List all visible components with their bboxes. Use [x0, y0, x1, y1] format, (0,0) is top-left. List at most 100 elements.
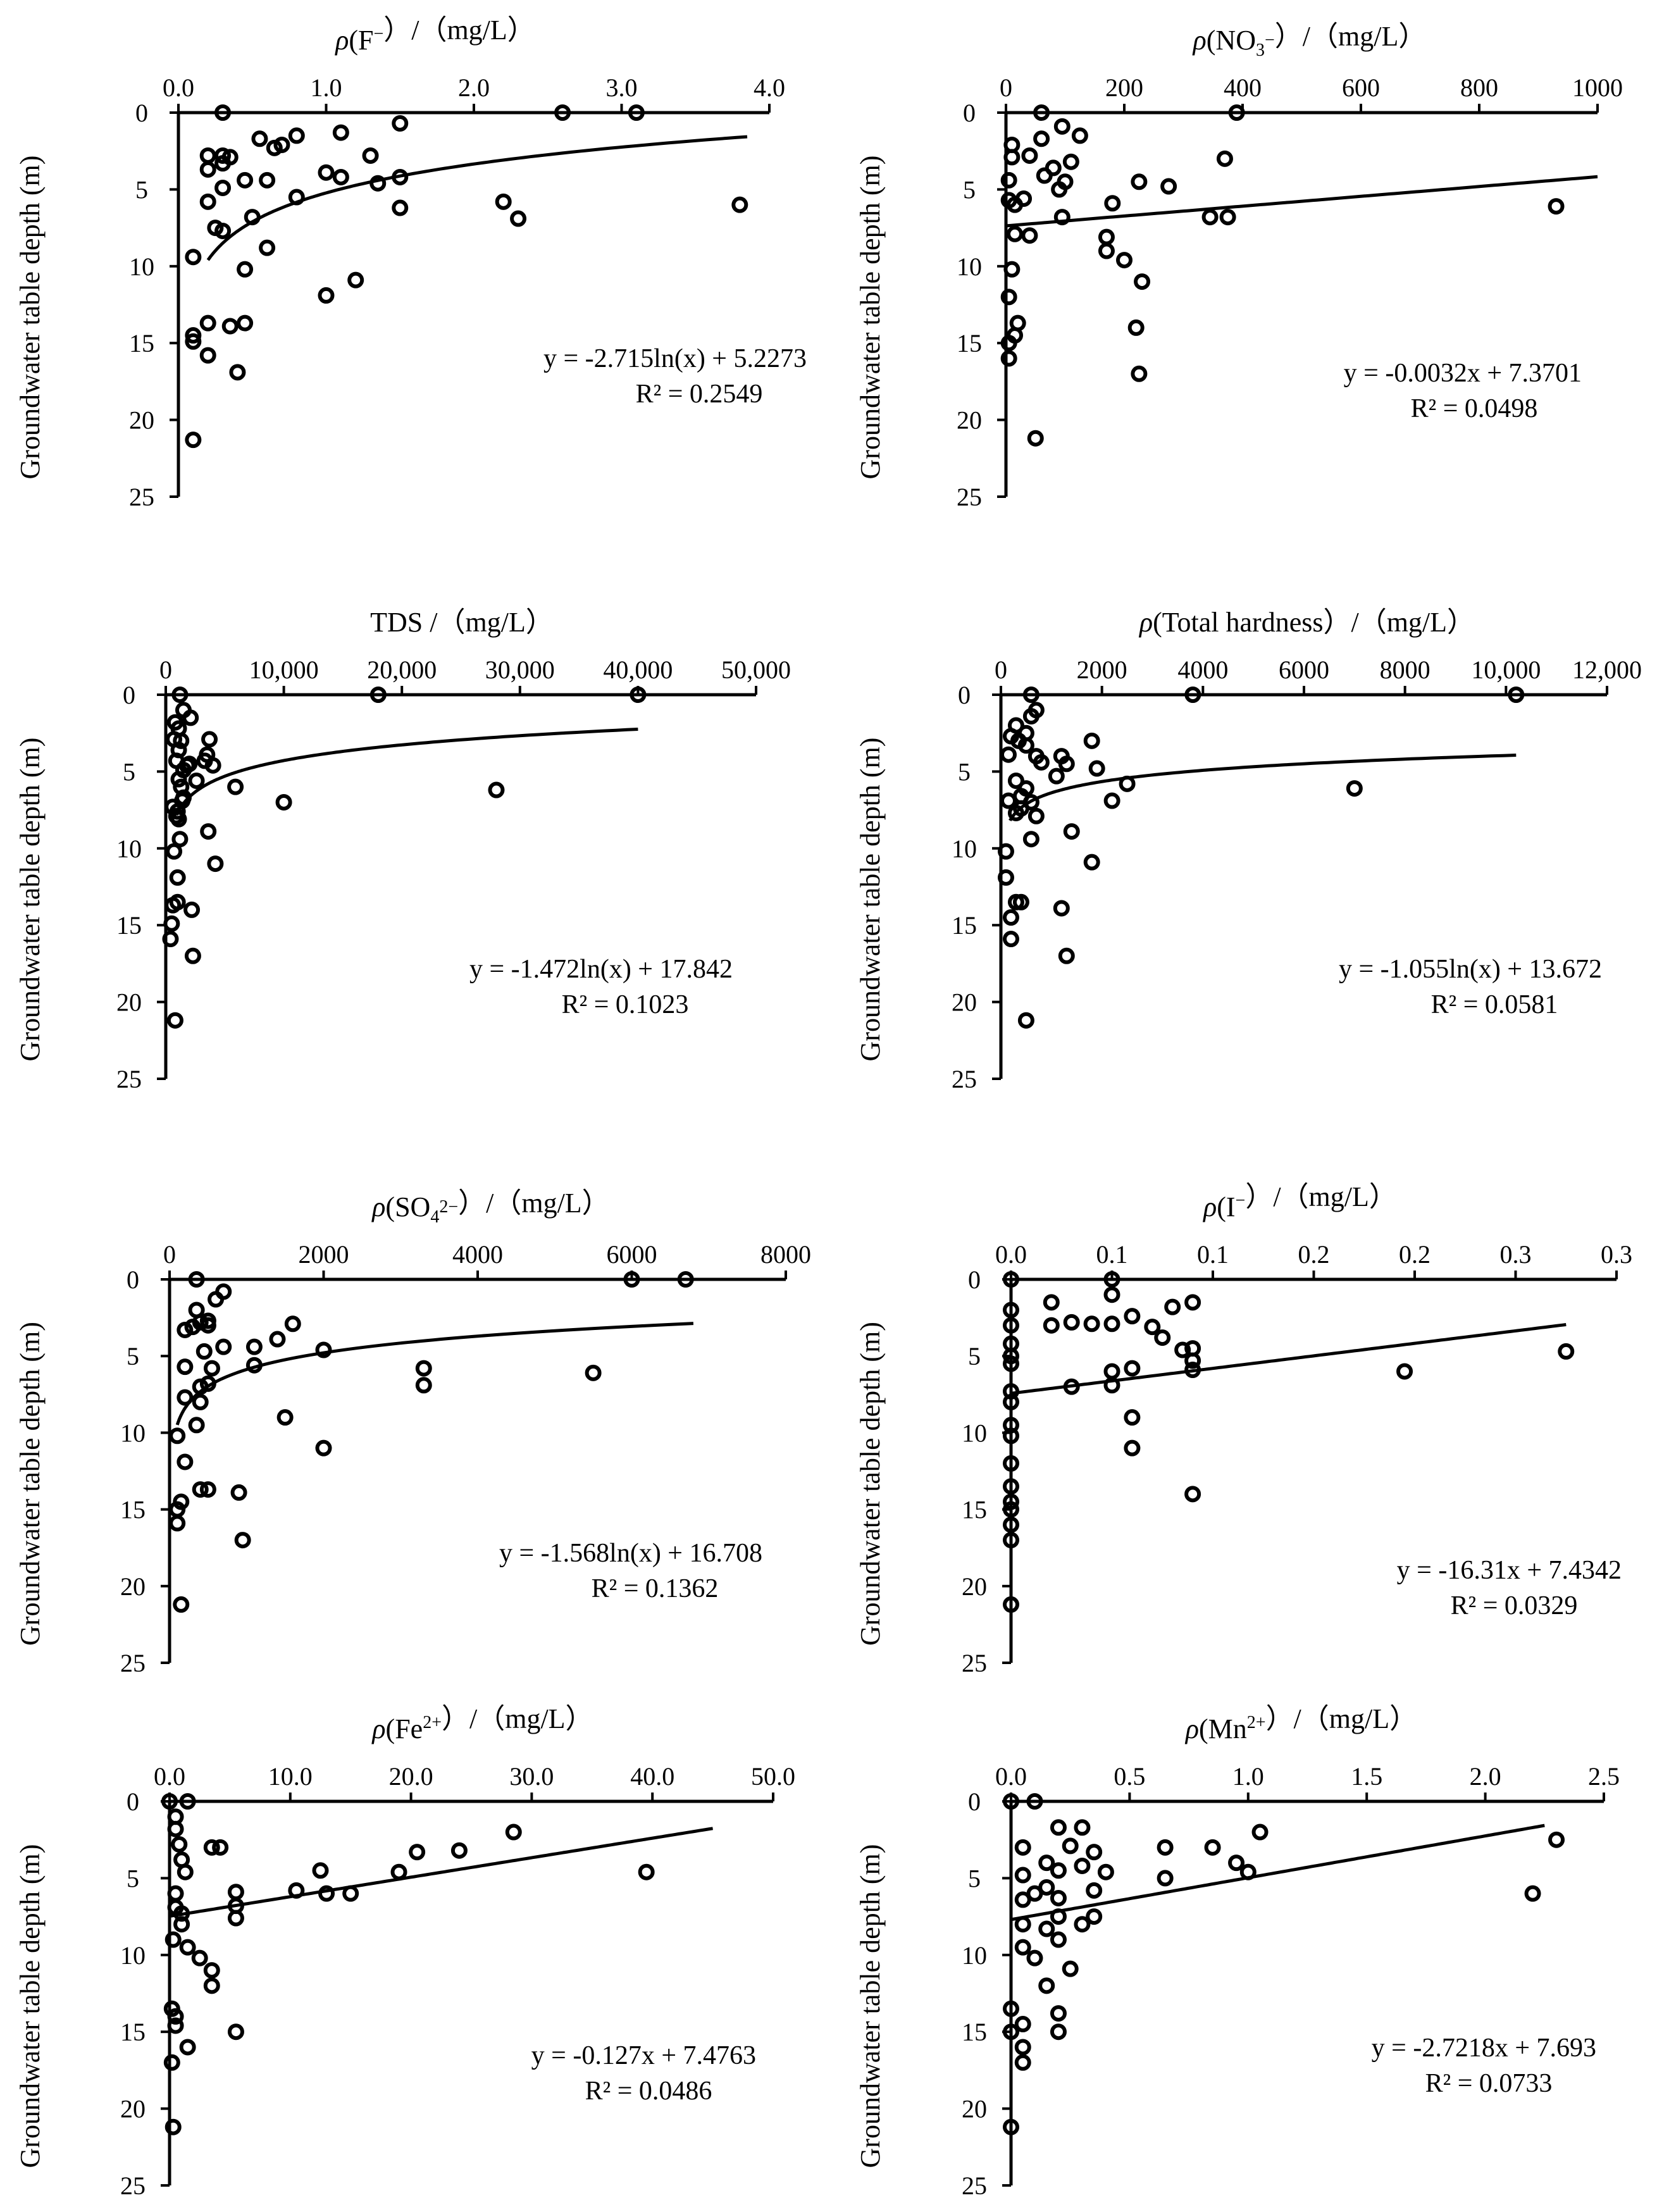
x-tick-label: 30,000	[485, 656, 555, 684]
chart-panel-1: 0.0 1.0 2.0 3.0 4.0 0 5 10 15 20 25 ρ(F−）/（mg/L） Gro…	[15, 15, 807, 511]
data-point	[188, 772, 205, 789]
data-point	[1003, 1501, 1019, 1518]
data-point	[318, 287, 335, 304]
y-tick-label: 25	[129, 483, 154, 511]
y-tick-label: 5	[968, 1864, 981, 1892]
data-point	[1022, 707, 1040, 724]
y-tick-label: 15	[962, 1496, 987, 1524]
x-tick-label: 1.0	[311, 73, 342, 102]
data-point	[1003, 149, 1021, 166]
data-point	[1103, 1377, 1120, 1394]
data-point	[284, 1315, 301, 1333]
data-point	[179, 1793, 196, 1810]
data-point	[1003, 1532, 1019, 1549]
x-axis-title-part: (Total hardness）/（mg/L）	[1153, 607, 1475, 638]
x-tick-label: 0.3	[1601, 1240, 1632, 1269]
data-point	[1083, 854, 1100, 871]
data-point	[1014, 2054, 1031, 2071]
r-squared: R² = 0.0486	[585, 2077, 712, 2106]
x-tick-label: 0.2	[1298, 1240, 1330, 1269]
y-tick-label: 10	[120, 1419, 146, 1447]
y-tick-label: 20	[120, 1572, 146, 1601]
data-point	[1063, 823, 1080, 840]
data-point	[554, 104, 571, 121]
data-point	[1157, 1870, 1174, 1887]
data-point	[1002, 931, 1019, 948]
data-point	[1103, 1286, 1120, 1303]
data-point	[184, 1319, 201, 1336]
data-point	[1346, 780, 1363, 797]
data-point	[1017, 1012, 1034, 1029]
data-point	[1053, 900, 1070, 917]
data-point	[173, 732, 190, 749]
data-point	[177, 1321, 194, 1338]
y-tick-label: 10	[952, 835, 977, 863]
data-point	[191, 1949, 208, 1967]
data-point	[167, 2008, 184, 2025]
data-point	[415, 1360, 432, 1377]
x-axis-title-part: ）/（mg/L）	[1275, 21, 1427, 52]
data-point	[162, 931, 179, 948]
data-point	[195, 1343, 213, 1360]
data-point	[315, 1439, 332, 1457]
x-axis-title-part: 3	[1256, 40, 1265, 60]
data-point	[259, 171, 276, 189]
data-point	[203, 1360, 220, 1377]
data-point	[1548, 198, 1565, 215]
data-point	[169, 1427, 186, 1445]
y-tick-label: 0	[135, 99, 148, 127]
data-point	[192, 1378, 209, 1395]
y-tick-label: 10	[116, 835, 142, 863]
data-point	[170, 771, 187, 788]
data-point	[208, 1291, 225, 1308]
data-point	[201, 731, 218, 748]
chart-panel-8: 0.0 0.5 1.0 1.5 2.0 2.5 0 5 10 15 20 25 ρ(Mn2+）/（mg/…	[855, 1703, 1620, 2200]
x-axis-title: ρ(SO42−）/（mg/L）	[371, 1188, 609, 1227]
y-tick-label: 15	[120, 2018, 146, 2046]
x-tick-label: 1.5	[1351, 1762, 1382, 1791]
data-point	[199, 1375, 216, 1392]
x-axis-title-part: ）/（mg/L）	[458, 1188, 610, 1219]
data-point	[1026, 1793, 1043, 1810]
data-point	[630, 687, 647, 703]
x-tick-label: 1.0	[1232, 1762, 1264, 1791]
y-tick-label: 5	[968, 1342, 981, 1370]
data-point	[214, 147, 232, 164]
x-axis-title-part: (Mn	[1199, 1713, 1247, 1744]
data-point	[1396, 1363, 1413, 1380]
data-point	[1086, 1844, 1103, 1861]
trend-equation: y = -0.0032x + 7.3701	[1344, 359, 1582, 388]
data-point	[1124, 1409, 1141, 1426]
data-point	[585, 1364, 602, 1381]
data-point	[1098, 242, 1115, 259]
trend-line	[1008, 754, 1517, 822]
data-point	[1038, 1977, 1055, 1994]
y-tick-label: 5	[958, 757, 971, 786]
data-point	[318, 164, 335, 181]
data-point	[1124, 1360, 1141, 1377]
x-axis-title-part: (I	[1217, 1191, 1235, 1222]
data-point	[450, 1842, 468, 1859]
data-point	[1548, 1831, 1565, 1848]
data-point	[1048, 767, 1065, 785]
data-point	[1003, 1516, 1019, 1533]
y-tick-label: 25	[120, 2172, 146, 2200]
y-tick-label: 20	[957, 406, 982, 435]
data-point	[1063, 1314, 1080, 1331]
x-axis-title-part: ρ	[1192, 25, 1207, 56]
y-tick-label: 15	[120, 1496, 146, 1524]
trend-line	[175, 728, 638, 816]
trend-equation: y = -2.7218x + 7.693	[1372, 2034, 1596, 2063]
trend-line	[206, 135, 748, 261]
data-point	[1003, 1382, 1019, 1400]
data-point	[199, 147, 216, 164]
data-point	[1131, 365, 1148, 382]
data-point	[1103, 1271, 1120, 1288]
data-point	[164, 2118, 182, 2135]
x-axis-title-part: −	[1265, 30, 1275, 50]
y-tick-label: 0	[968, 1787, 981, 1816]
data-point	[171, 687, 189, 703]
data-point	[1184, 687, 1201, 703]
x-axis-title-part: TDS /（mg/L）	[370, 607, 554, 638]
data-point	[1003, 1427, 1019, 1445]
